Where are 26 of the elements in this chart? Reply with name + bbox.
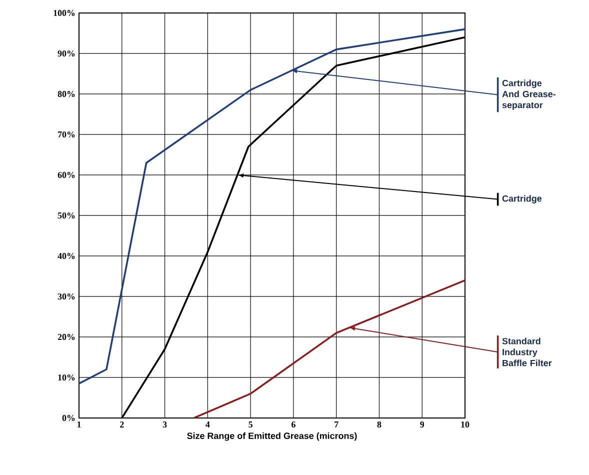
x-tick-label: 7 bbox=[334, 422, 338, 428]
y-tick-label: 20% bbox=[58, 334, 75, 340]
y-tick-label: 60% bbox=[58, 172, 75, 178]
x-tick-label: 10 bbox=[461, 422, 470, 428]
y-tick-label: 10% bbox=[58, 374, 75, 381]
x-tick-label: 3 bbox=[162, 422, 167, 428]
y-tick-label: 40% bbox=[58, 252, 75, 260]
x-tick-label: 5 bbox=[248, 422, 252, 428]
x-tick-label: 2 bbox=[120, 422, 124, 428]
annotation: Standard Industry Baffle Filter bbox=[502, 338, 552, 366]
x-axis-title: Size Range of Emitted Grease (microns) bbox=[187, 432, 357, 441]
x-tick-label: 1 bbox=[77, 422, 81, 428]
y-tick-label: 80% bbox=[58, 90, 75, 98]
x-tick-label: 6 bbox=[292, 422, 296, 428]
y-tick-label: 0% bbox=[62, 414, 75, 422]
x-tick-label: 9 bbox=[420, 422, 424, 428]
line-series bbox=[193, 279, 466, 419]
y-tick-label: 90% bbox=[58, 50, 75, 57]
annotation: Cartridge bbox=[502, 195, 542, 204]
y-tick-label: 70% bbox=[58, 131, 75, 138]
x-tick-label: 4 bbox=[206, 422, 210, 428]
y-tick-label: 30% bbox=[58, 293, 75, 300]
annotation: Cartridge And Grease-separator bbox=[502, 80, 556, 110]
y-tick-label: 100% bbox=[54, 10, 75, 16]
y-tick-label: 50% bbox=[58, 212, 75, 219]
x-tick-label: 8 bbox=[377, 422, 382, 428]
